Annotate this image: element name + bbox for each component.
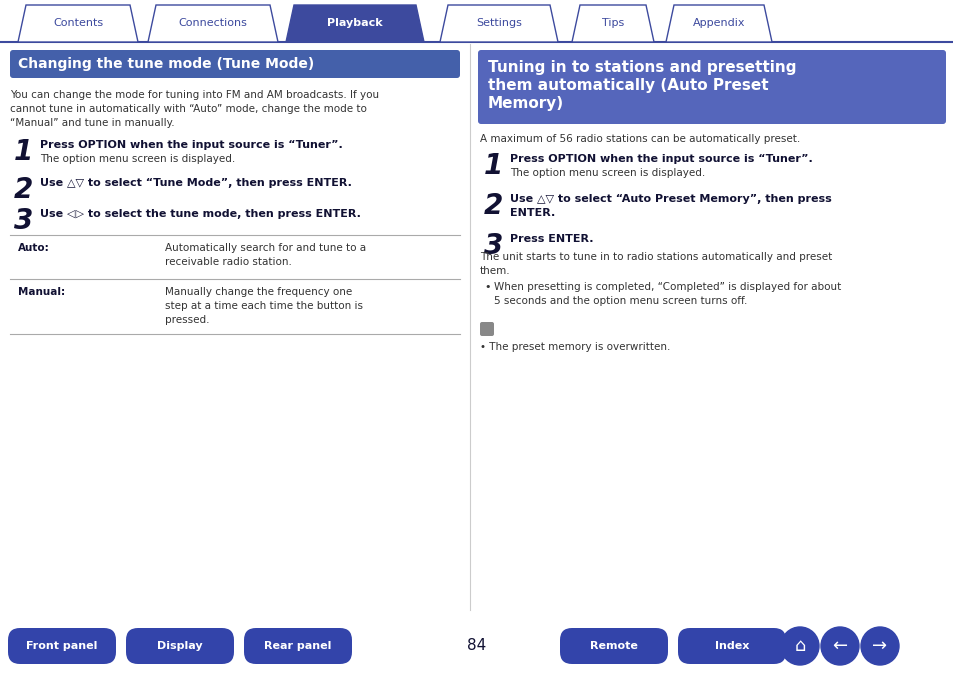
Text: →: → [872,637,886,655]
Text: Rear panel: Rear panel [264,641,332,651]
Polygon shape [665,5,771,42]
Polygon shape [286,5,423,42]
Text: Contents: Contents [52,18,103,28]
FancyBboxPatch shape [477,50,945,124]
Text: Front panel: Front panel [27,641,97,651]
Text: Use ◁▷ to select the tune mode, then press ENTER.: Use ◁▷ to select the tune mode, then pre… [40,209,360,219]
FancyBboxPatch shape [678,628,785,664]
Text: Automatically search for and tune to a
receivable radio station.: Automatically search for and tune to a r… [165,243,366,267]
Text: Appendix: Appendix [692,18,744,28]
Text: 2: 2 [14,176,33,204]
Text: Playback: Playback [327,18,382,28]
Circle shape [861,627,898,665]
Text: •: • [483,282,490,292]
Text: Manually change the frequency one
step at a time each time the button is
pressed: Manually change the frequency one step a… [165,287,363,325]
Text: A maximum of 56 radio stations can be automatically preset.: A maximum of 56 radio stations can be au… [479,134,800,144]
Text: Connections: Connections [178,18,247,28]
Text: Press OPTION when the input source is “Tuner”.: Press OPTION when the input source is “T… [510,154,812,164]
Text: 1: 1 [483,152,503,180]
Text: Use △▽ to select “Tune Mode”, then press ENTER.: Use △▽ to select “Tune Mode”, then press… [40,178,352,188]
Text: The option menu screen is displayed.: The option menu screen is displayed. [510,168,704,178]
Text: The unit starts to tune in to radio stations automatically and preset
them.: The unit starts to tune in to radio stat… [479,252,831,276]
FancyBboxPatch shape [244,628,352,664]
Text: them automatically (Auto Preset: them automatically (Auto Preset [488,78,768,93]
Text: Press OPTION when the input source is “Tuner”.: Press OPTION when the input source is “T… [40,140,342,150]
Text: Tips: Tips [601,18,623,28]
Circle shape [821,627,858,665]
Text: Tuning in to stations and presetting: Tuning in to stations and presetting [488,60,796,75]
Text: Auto:: Auto: [18,243,50,253]
Polygon shape [439,5,558,42]
Text: You can change the mode for tuning into FM and AM broadcasts. If you
cannot tune: You can change the mode for tuning into … [10,90,378,128]
FancyBboxPatch shape [479,322,494,336]
Text: • The preset memory is overwritten.: • The preset memory is overwritten. [479,342,670,352]
Circle shape [781,627,818,665]
Text: Changing the tune mode (Tune Mode): Changing the tune mode (Tune Mode) [18,57,314,71]
Text: Manual:: Manual: [18,287,65,297]
Text: Index: Index [714,641,748,651]
Text: ⌂: ⌂ [794,637,805,655]
FancyBboxPatch shape [8,628,116,664]
Text: 2: 2 [483,192,503,220]
Text: 1: 1 [14,138,33,166]
Polygon shape [572,5,654,42]
Text: Remote: Remote [590,641,638,651]
Text: 3: 3 [483,232,503,260]
Text: Use △▽ to select “Auto Preset Memory”, then press
ENTER.: Use △▽ to select “Auto Preset Memory”, t… [510,194,831,218]
Text: Settings: Settings [476,18,521,28]
Text: Display: Display [157,641,203,651]
Text: 3: 3 [14,207,33,235]
FancyBboxPatch shape [10,50,459,78]
Polygon shape [148,5,277,42]
Text: When presetting is completed, “Completed” is displayed for about
5 seconds and t: When presetting is completed, “Completed… [494,282,841,306]
Text: ←: ← [832,637,846,655]
Text: 84: 84 [467,639,486,653]
Text: Memory): Memory) [488,96,563,111]
Text: The option menu screen is displayed.: The option menu screen is displayed. [40,154,235,164]
Text: Press ENTER.: Press ENTER. [510,234,593,244]
FancyBboxPatch shape [559,628,667,664]
FancyBboxPatch shape [126,628,233,664]
Polygon shape [18,5,138,42]
